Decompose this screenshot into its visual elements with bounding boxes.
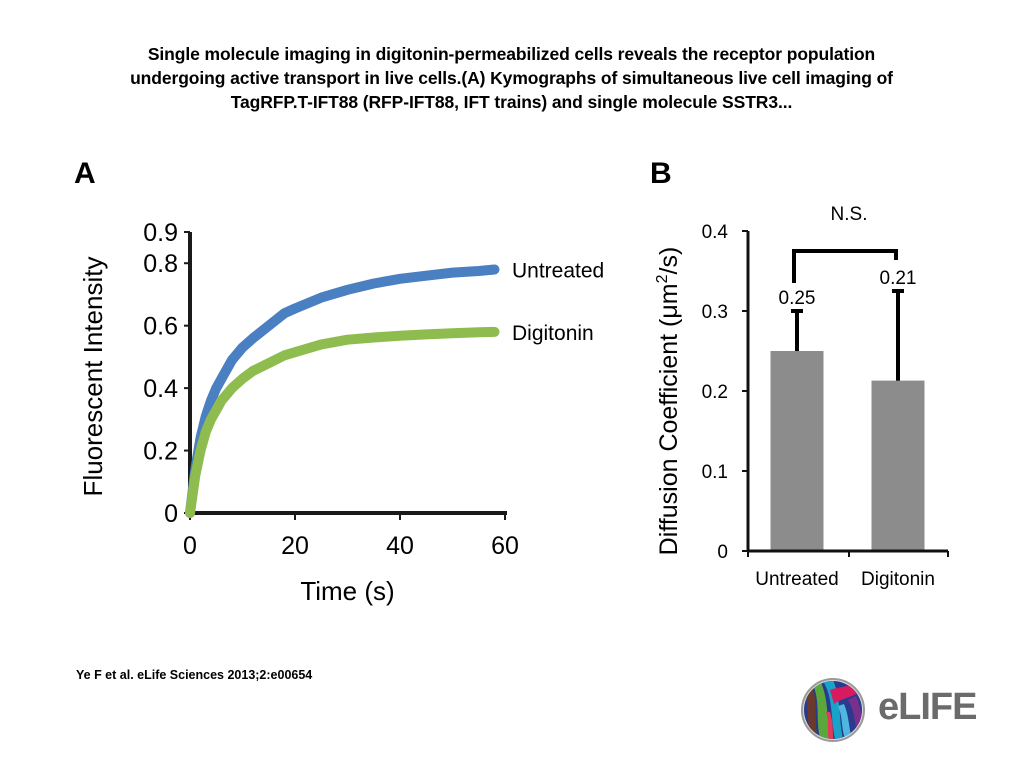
bars bbox=[770, 351, 925, 551]
tick-labels: 0 0.2 0.4 0.6 0.8 0.9 0 20 40 60 bbox=[143, 219, 519, 560]
axes bbox=[742, 230, 949, 557]
series-line-digitonin bbox=[185, 326, 500, 518]
y-tick-label: 0 bbox=[164, 500, 178, 528]
elife-logo-text: eLIFE bbox=[878, 686, 977, 728]
x-tick-label: 60 bbox=[491, 532, 519, 560]
y-axis-label-main: Diffusion Coefficient (μm bbox=[655, 283, 683, 555]
panel-label-b: B bbox=[650, 157, 672, 190]
panel-a-line-chart: A Fluorescent Intensity Time (s) 0 0.2 0.4… bbox=[74, 157, 604, 606]
title-line: TagRFP.T-IFT88 (RFP-IFT88, IFT trains) a… bbox=[230, 92, 793, 112]
legend-label-digitonin: Digitonin bbox=[512, 322, 594, 345]
panel-label-a: A bbox=[74, 157, 96, 190]
y-tick-label: 0.2 bbox=[702, 382, 728, 403]
x-tick-label: 20 bbox=[281, 532, 309, 560]
panel-b-bar-chart: B Diffusion Coefficient (μm2/s) 00.10.20… bbox=[650, 157, 949, 590]
significance-label: N.S. bbox=[831, 204, 868, 225]
figure-caption-title: Single molecule imaging in digitonin-per… bbox=[40, 42, 983, 114]
y-tick-label: 0.6 bbox=[143, 313, 178, 341]
significance-bracket: N.S. bbox=[792, 204, 898, 283]
bar-value-label: 0.21 bbox=[880, 268, 917, 289]
elife-logo-icon bbox=[801, 678, 865, 742]
x-category-label: Digitonin bbox=[861, 569, 935, 590]
series-line-untreated bbox=[185, 264, 500, 518]
series-lines bbox=[185, 264, 500, 518]
x-tick-label: 40 bbox=[386, 532, 414, 560]
y-axis-label: Diffusion Coefficient (μm2/s) bbox=[654, 247, 683, 556]
y-tick-label: 0 bbox=[717, 542, 728, 563]
elife-logo[interactable]: eLIFE bbox=[800, 676, 980, 746]
title-line: undergoing active transport in live cell… bbox=[130, 68, 893, 88]
error-bars: 0.25 0.21 bbox=[779, 268, 917, 381]
y-axis-label-superscript: 2 bbox=[654, 274, 671, 283]
title-line: Single molecule imaging in digitonin-per… bbox=[147, 44, 876, 64]
tick-labels: 0 0.1 0.2 0.3 0.4 Untreated Digitonin bbox=[702, 222, 935, 590]
axes bbox=[184, 231, 507, 520]
citation: Ye F et al. eLife Sciences 2013;2:e00654 bbox=[76, 668, 313, 682]
x-category-label: Untreated bbox=[755, 569, 838, 590]
y-tick-label: 0.4 bbox=[143, 375, 178, 403]
bar-value-label: 0.25 bbox=[779, 288, 816, 309]
y-tick-label: 0.2 bbox=[143, 438, 178, 466]
legend-label-untreated: Untreated bbox=[512, 259, 604, 282]
bar-untreated bbox=[770, 351, 824, 551]
x-tick-label: 0 bbox=[183, 532, 197, 560]
y-tick-label: 0.3 bbox=[702, 302, 728, 323]
y-axis-label-end: /s) bbox=[655, 247, 683, 275]
x-axis-label: Time (s) bbox=[300, 576, 394, 606]
significance-bracket-line bbox=[792, 249, 898, 283]
inline-legend: Untreated Digitonin bbox=[512, 259, 604, 344]
y-axis-label: Fluorescent Intensity bbox=[78, 257, 108, 497]
y-tick-label: 0.4 bbox=[702, 222, 729, 243]
y-tick-label: 0.8 bbox=[143, 250, 178, 278]
bar-digitonin bbox=[871, 380, 925, 551]
y-tick-label: 0.1 bbox=[702, 462, 728, 483]
y-tick-label: 0.9 bbox=[143, 219, 178, 247]
